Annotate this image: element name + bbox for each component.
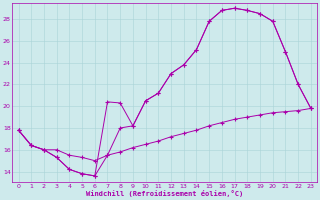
X-axis label: Windchill (Refroidissement éolien,°C): Windchill (Refroidissement éolien,°C) bbox=[86, 190, 243, 197]
